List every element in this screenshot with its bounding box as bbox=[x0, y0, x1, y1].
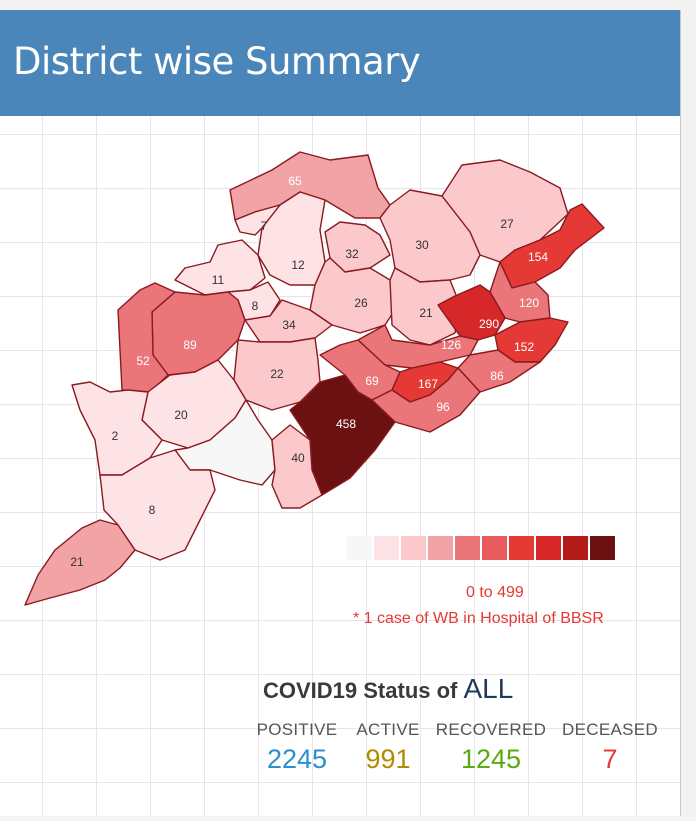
card-header: District wise Summary bbox=[0, 10, 680, 116]
district-case-count: 120 bbox=[519, 296, 539, 310]
district-case-count: 167 bbox=[418, 377, 438, 391]
district-case-count: 11 bbox=[212, 273, 225, 287]
district-case-count: 40 bbox=[291, 451, 305, 465]
color-legend bbox=[347, 536, 617, 560]
legend-swatch bbox=[374, 536, 399, 560]
stat-active: ACTIVE 991 bbox=[352, 720, 424, 775]
district-case-count: 21 bbox=[419, 306, 433, 320]
district-case-count: 154 bbox=[528, 250, 548, 264]
district-case-count: 2 bbox=[112, 429, 119, 443]
legend-swatch bbox=[509, 536, 534, 560]
legend-swatch bbox=[455, 536, 480, 560]
district-case-count: 89 bbox=[183, 338, 197, 352]
district-case-count: 22 bbox=[270, 367, 284, 381]
stat-label: RECOVERED bbox=[435, 720, 547, 739]
district-region[interactable] bbox=[24, 519, 136, 606]
legend-swatch bbox=[428, 536, 453, 560]
district-case-count: 12 bbox=[291, 258, 305, 272]
district-case-count: 152 bbox=[514, 340, 534, 354]
status-title: COVID19 Status of ALL bbox=[263, 673, 513, 705]
district-region[interactable] bbox=[151, 291, 246, 376]
stat-value: 1245 bbox=[460, 744, 522, 774]
legend-swatch bbox=[401, 536, 426, 560]
district-region[interactable] bbox=[371, 367, 481, 433]
legend-swatch bbox=[536, 536, 561, 560]
district-region[interactable] bbox=[357, 324, 479, 369]
legend-swatch bbox=[347, 536, 372, 560]
stat-label: POSITIVE bbox=[256, 720, 338, 739]
legend-note: * 1 case of WB in Hospital of BBSR bbox=[353, 610, 604, 627]
stat-value: 2245 bbox=[266, 744, 328, 774]
district-case-count: 96 bbox=[436, 400, 450, 414]
district-region[interactable] bbox=[379, 189, 481, 283]
district-region[interactable] bbox=[457, 349, 541, 393]
legend-swatch bbox=[563, 536, 588, 560]
district-case-count: 34 bbox=[282, 318, 296, 332]
district-case-count: 126 bbox=[441, 338, 461, 352]
stat-label: ACTIVE bbox=[356, 720, 420, 739]
status-title-prefix: COVID19 Status of bbox=[263, 678, 458, 703]
page-title: District wise Summary bbox=[13, 40, 421, 83]
legend-swatch bbox=[482, 536, 507, 560]
district-case-count: 7 bbox=[261, 219, 268, 233]
district-case-count: 52 bbox=[136, 354, 150, 368]
district-case-count: 21 bbox=[70, 555, 84, 569]
district-region[interactable] bbox=[71, 381, 163, 476]
stat-deceased: DECEASED 7 bbox=[560, 720, 660, 775]
district-case-count: 30 bbox=[415, 238, 429, 252]
stat-positive: POSITIVE 2245 bbox=[253, 720, 341, 775]
district-case-count: 26 bbox=[354, 296, 368, 310]
district-region[interactable] bbox=[489, 261, 551, 323]
legend-swatch bbox=[590, 536, 615, 560]
legend-range: 0 to 499 bbox=[466, 584, 524, 601]
district-case-count: 8 bbox=[252, 299, 259, 313]
status-scope: ALL bbox=[463, 673, 514, 704]
district-case-count: 290 bbox=[479, 317, 499, 331]
district-case-count: 27 bbox=[500, 217, 514, 231]
stat-value: 7 bbox=[602, 744, 618, 774]
district-case-count: 32 bbox=[345, 247, 359, 261]
district-case-count: 458 bbox=[336, 417, 356, 431]
district-region[interactable] bbox=[271, 424, 323, 509]
district-case-count: 8 bbox=[149, 503, 156, 517]
district-case-count: 86 bbox=[490, 369, 504, 383]
stat-recovered: RECOVERED 1245 bbox=[434, 720, 548, 775]
district-case-count: 65 bbox=[288, 174, 302, 188]
stat-label: DECEASED bbox=[562, 720, 658, 739]
district-case-count: 69 bbox=[365, 374, 379, 388]
district-case-count: 20 bbox=[174, 408, 188, 422]
stat-value: 991 bbox=[365, 744, 411, 774]
